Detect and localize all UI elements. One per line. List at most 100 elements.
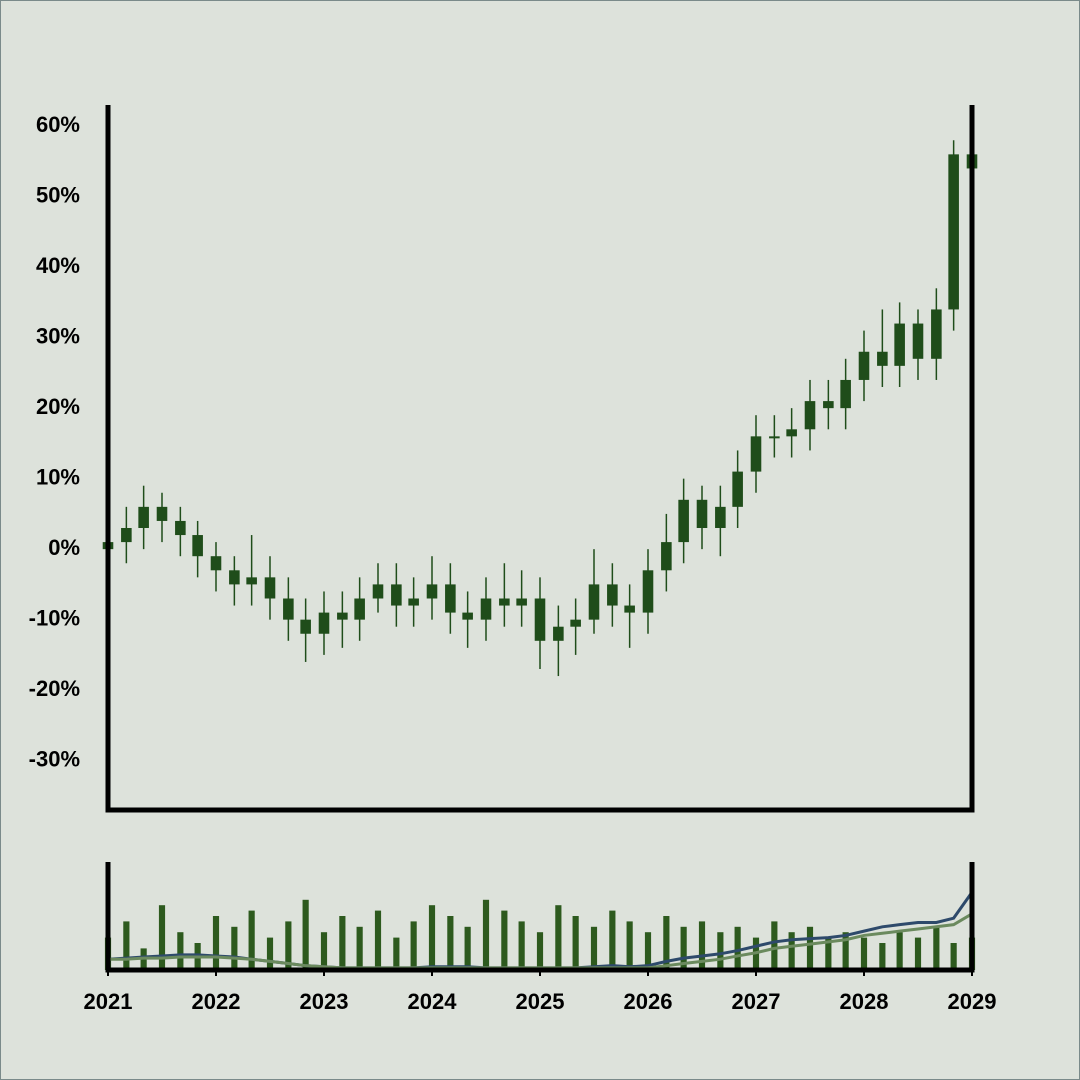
candle-body <box>931 309 942 359</box>
candle-body <box>553 626 564 641</box>
candle-body <box>354 598 365 620</box>
y-tick-label: -20% <box>29 676 80 701</box>
volume-bar <box>950 943 957 970</box>
volume-bar <box>680 926 687 970</box>
volume-bar <box>482 899 490 970</box>
volume-bar <box>302 899 309 970</box>
candle-body <box>769 436 780 439</box>
price-frame <box>105 105 975 813</box>
candle-body <box>732 471 743 507</box>
volume-bar <box>285 921 292 970</box>
volume-frame <box>105 862 975 973</box>
candle-body <box>678 499 689 543</box>
candle-body <box>823 401 834 409</box>
x-tick-label: 2028 <box>840 989 889 1014</box>
volume-bar <box>428 905 436 970</box>
volume-bar <box>860 937 868 970</box>
candle-body <box>408 598 419 606</box>
volume-bar <box>825 937 832 970</box>
candle-body <box>534 598 546 641</box>
volume-bar <box>896 932 903 970</box>
volume-bar <box>356 926 363 970</box>
candle-body <box>264 577 276 599</box>
candle-body <box>696 499 708 528</box>
candle-body <box>642 570 654 613</box>
volume-bar <box>771 921 778 970</box>
y-tick-label: 50% <box>36 182 80 207</box>
y-tick-label: -30% <box>29 746 80 771</box>
candle-body <box>391 584 402 606</box>
y-tick-label: 30% <box>36 323 80 348</box>
candle-body <box>715 506 726 528</box>
volume-bar <box>609 910 616 970</box>
volume-bar <box>698 921 706 970</box>
candle-body <box>894 323 905 366</box>
candle-body <box>138 506 149 528</box>
volume-bar <box>212 916 220 970</box>
candle-body <box>624 605 635 613</box>
x-tick-label: 2023 <box>300 989 349 1014</box>
y-tick-label: -10% <box>29 605 80 630</box>
volume-bar <box>501 910 508 970</box>
candle-body <box>877 351 888 366</box>
candle-body <box>607 584 618 606</box>
candle-body <box>516 598 527 606</box>
volume-bar <box>788 932 795 970</box>
candle-body <box>661 542 672 571</box>
volume-bar <box>879 943 886 970</box>
candle-body <box>210 556 222 571</box>
x-tick-label: 2027 <box>732 989 781 1014</box>
volume-bar <box>914 937 922 970</box>
volume-bar <box>339 916 346 970</box>
candle-body <box>912 323 924 359</box>
x-tick-label: 2022 <box>192 989 241 1014</box>
volume-bar <box>177 932 184 970</box>
x-tick-label: 2029 <box>948 989 997 1014</box>
volume-bar <box>842 932 849 970</box>
volume-bar <box>734 926 741 970</box>
price-panel: -30% -20% -10% 0% 10% 20% 30% 40% 50% 60% <box>29 112 978 771</box>
candle-body <box>246 577 257 585</box>
y-tick-label: 60% <box>36 112 80 137</box>
volume-bar <box>626 921 633 970</box>
y-tick-label: 0% <box>48 535 80 560</box>
candle-body <box>283 598 294 620</box>
candle-body <box>337 612 348 620</box>
volume-bar <box>717 932 724 970</box>
volume-panel: 2021 2022 2023 2024 2025 2026 2027 2028 2029 <box>84 891 997 1014</box>
candle-body <box>121 528 132 543</box>
candle-body <box>840 379 851 409</box>
candle-body <box>948 154 959 310</box>
volume-bar <box>590 926 598 970</box>
y-tick-label: 40% <box>36 253 80 278</box>
candle-body <box>480 598 492 620</box>
volume-bar <box>644 932 652 970</box>
volume-bar <box>933 926 940 970</box>
candle-body <box>372 584 384 599</box>
volume-bar <box>374 910 382 970</box>
volume-bar <box>320 932 328 970</box>
candle-body <box>318 612 330 634</box>
candle-body <box>300 619 311 634</box>
candle-body <box>499 598 510 606</box>
candle-body <box>229 570 240 585</box>
candle-body <box>786 429 797 437</box>
candle-body <box>156 506 168 521</box>
volume-bar <box>447 916 454 970</box>
volume-bar <box>231 926 238 970</box>
y-tick-label: 10% <box>36 464 80 489</box>
volume-bar <box>663 916 670 970</box>
volume-bar <box>806 926 814 970</box>
x-tick-label: 2025 <box>516 989 565 1014</box>
volume-bar <box>464 926 471 970</box>
volume-bar <box>572 916 579 970</box>
volume-bar <box>410 921 417 970</box>
volume-bar <box>518 921 525 970</box>
x-tick-label: 2021 <box>84 989 133 1014</box>
candle-body <box>426 584 438 599</box>
candle-body <box>588 584 600 620</box>
volume-bar <box>266 937 274 970</box>
volume-bar <box>248 910 255 970</box>
volume-bar <box>555 905 562 970</box>
